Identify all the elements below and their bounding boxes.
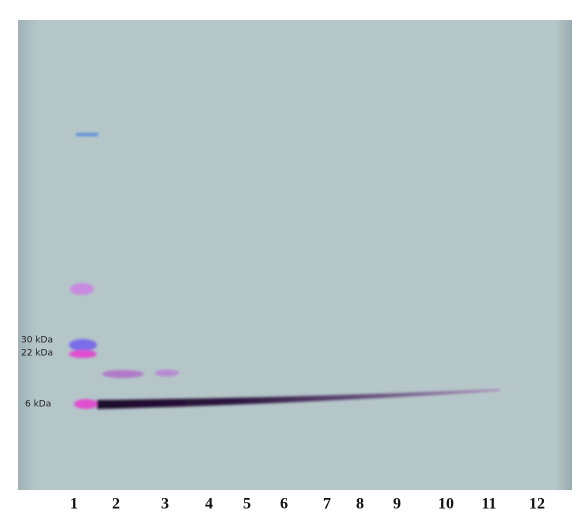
band <box>155 369 179 377</box>
lane-label: 5 <box>243 496 251 513</box>
bands <box>69 133 500 409</box>
lane-label: 2 <box>112 496 120 513</box>
lane-label: 4 <box>205 496 213 513</box>
lane-label: 9 <box>393 496 401 513</box>
marker-label: 6 kDa <box>25 400 51 410</box>
membrane <box>18 20 572 490</box>
lane-label: 1 <box>70 496 78 513</box>
lane-label: 12 <box>529 496 545 513</box>
marker-band <box>69 339 97 351</box>
marker-band <box>70 283 94 295</box>
band <box>102 370 144 378</box>
band <box>97 389 500 409</box>
marker-band <box>69 350 97 358</box>
marker-band <box>76 133 98 136</box>
lane-label: 7 <box>323 496 331 513</box>
lane-label: 11 <box>481 496 496 513</box>
marker-band <box>74 399 98 409</box>
lane-label: 10 <box>438 496 454 513</box>
lane-label: 3 <box>161 496 169 513</box>
lane-labels: 1 2 3 4 5 6 7 8 9 10 11 12 <box>70 496 545 513</box>
lane-label: 6 <box>280 496 288 513</box>
marker-label: 30 kDa <box>21 336 53 346</box>
marker-label: 22 kDa <box>21 349 53 359</box>
lane-label: 8 <box>356 496 364 513</box>
